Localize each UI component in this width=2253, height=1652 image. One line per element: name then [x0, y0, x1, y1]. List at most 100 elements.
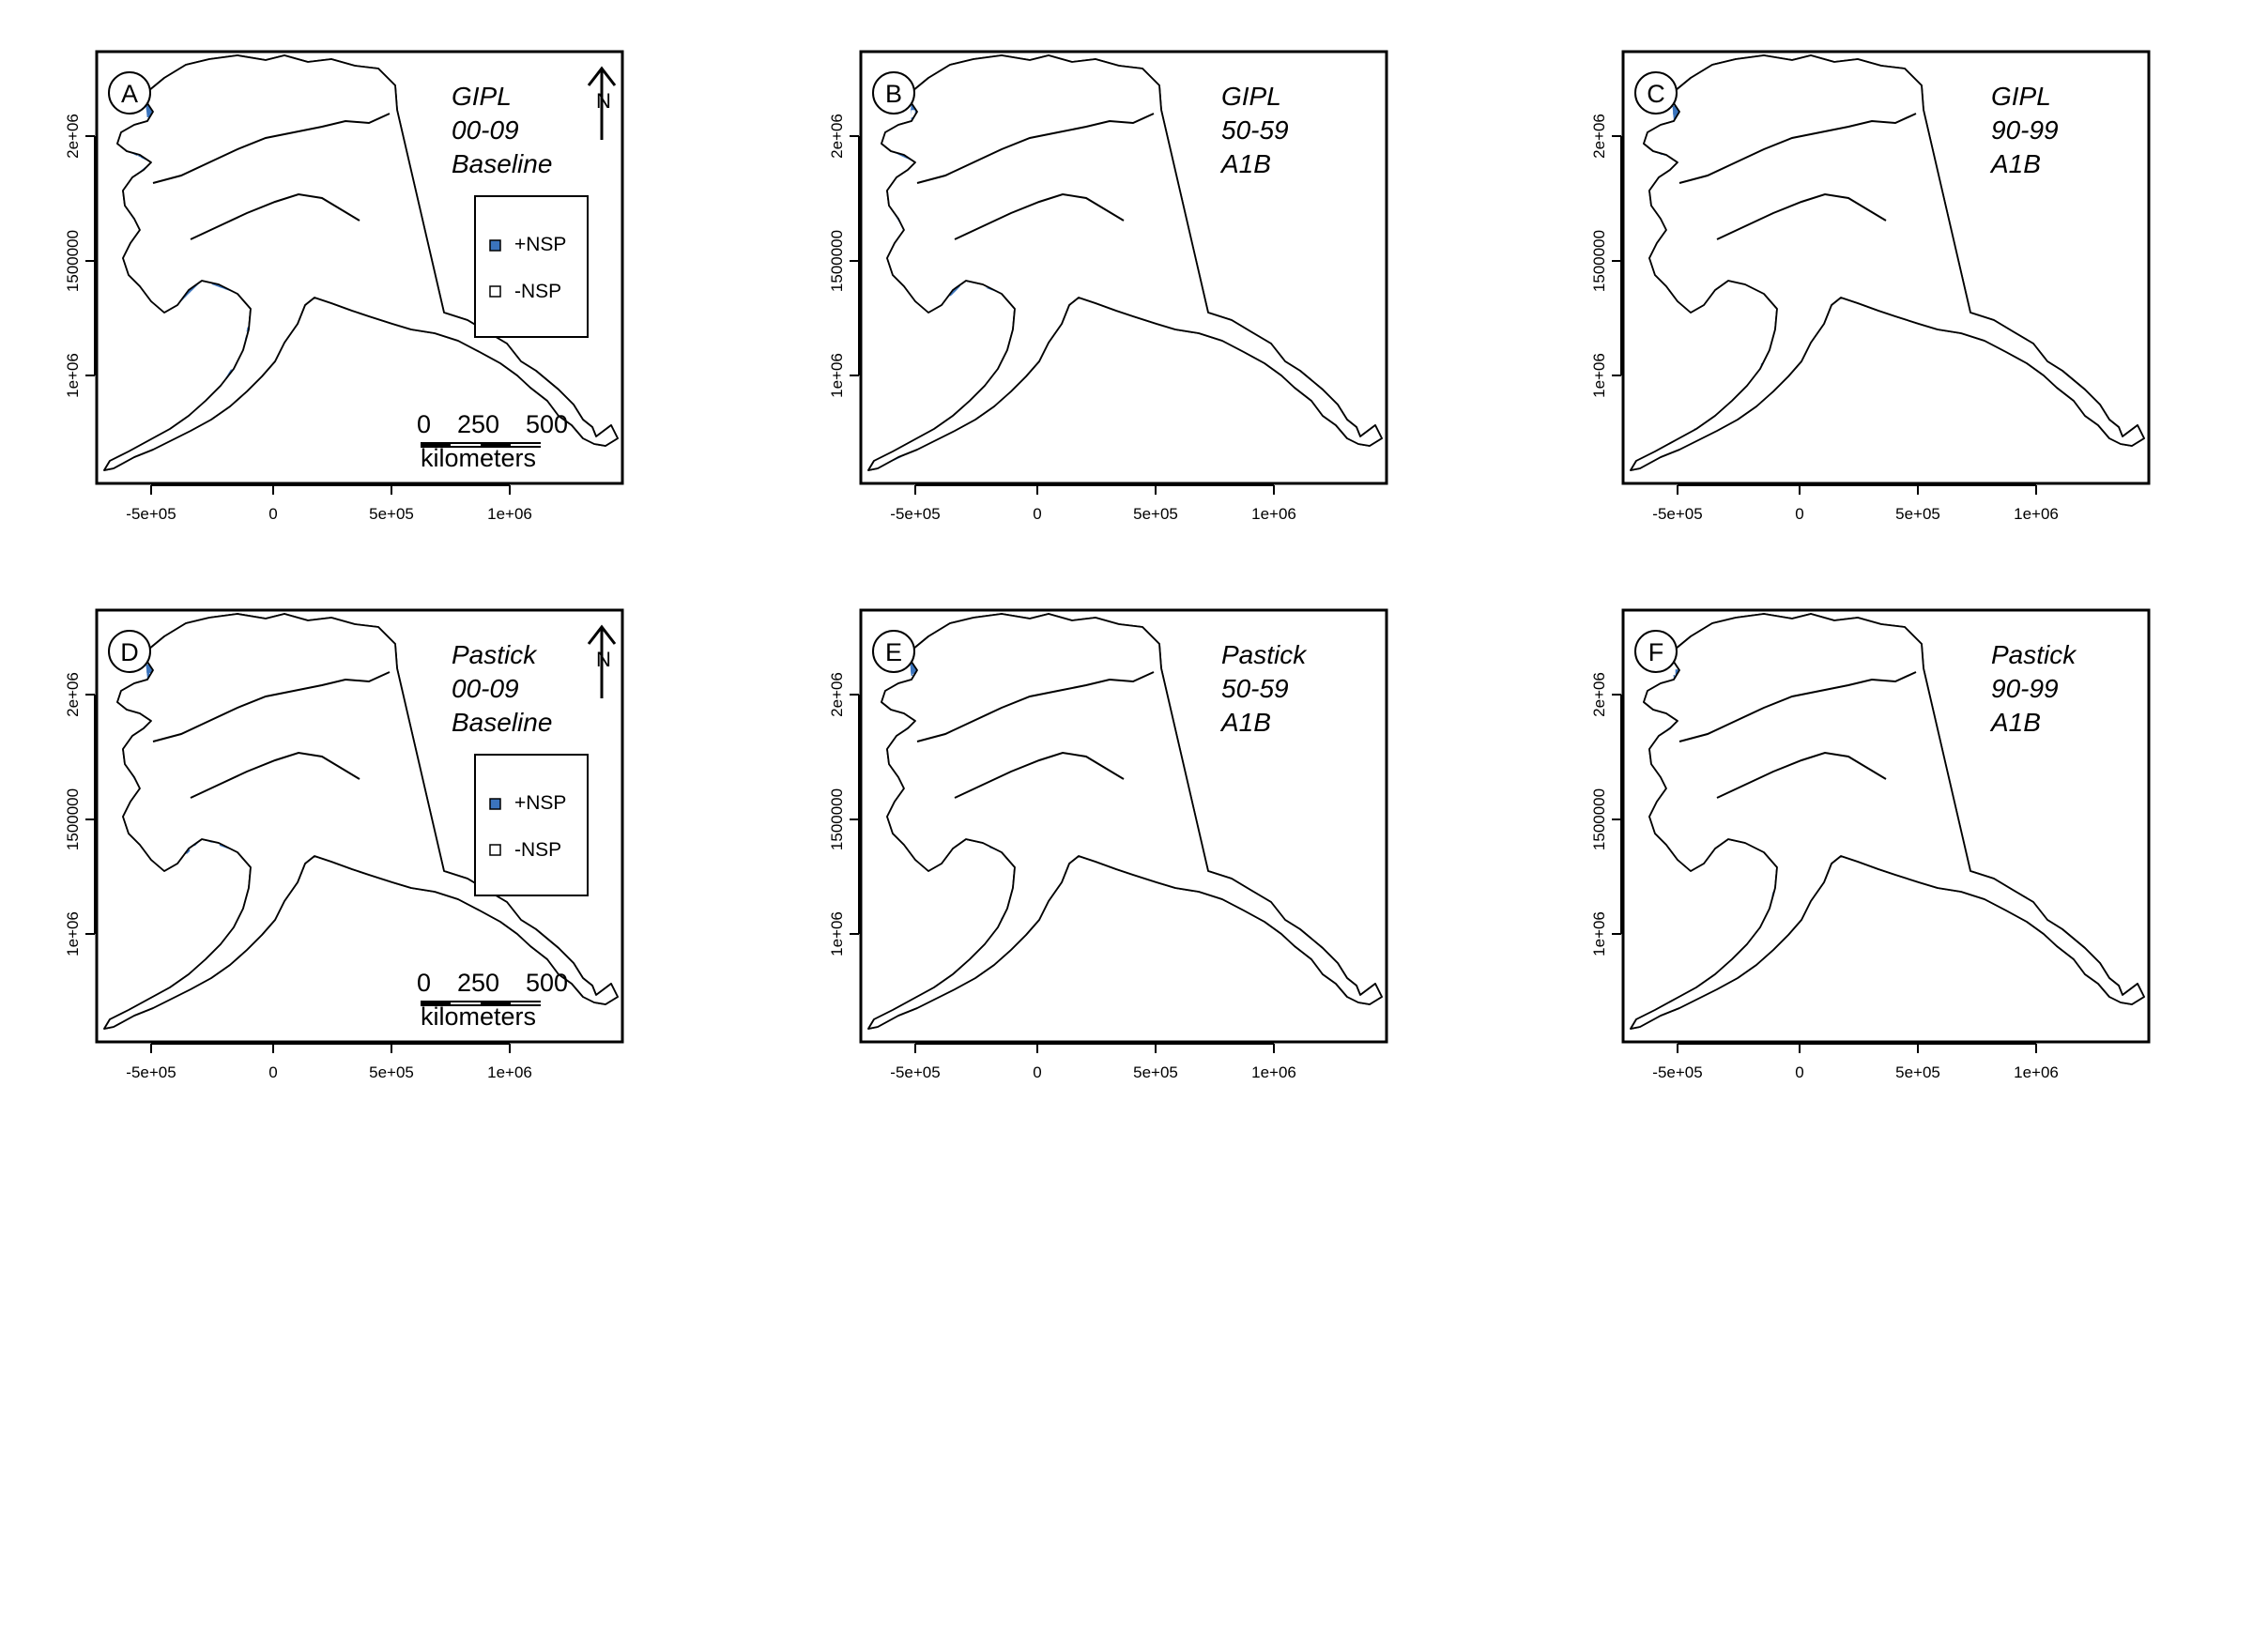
x-tick-label: -5e+05 — [126, 505, 176, 523]
legend-label-negative: -NSP — [514, 281, 561, 302]
panel-letter: C — [1647, 80, 1665, 108]
panel-letter: D — [120, 638, 139, 666]
scale-bar-tick-label: 0 — [417, 410, 431, 438]
panel-title-line-2: 50-59 — [1221, 115, 1289, 145]
legend: +NSP -NSP — [474, 754, 589, 896]
map-panel-d: D Pastick 00-09 Baseline -5e+05 0 5e+05 1e+06 1e… — [64, 608, 624, 1081]
x-tick-label: 5e+05 — [1895, 1063, 1940, 1081]
panel-title-line-3: A1B — [1219, 708, 1271, 737]
x-tick-label: 1e+06 — [1251, 1063, 1296, 1081]
panel-title-line-1: Pastick — [1991, 640, 2077, 669]
panel-letter-circle — [1634, 630, 1678, 673]
panel-letter-circle — [1634, 71, 1678, 115]
panel-title-line-1: GIPL — [1221, 82, 1281, 111]
panel-letter: A — [121, 80, 138, 108]
legend-swatch-no-nsp — [489, 285, 501, 298]
legend-label-positive: +NSP — [514, 234, 566, 255]
scale-bar: 0 250 500 kilometers — [417, 969, 568, 1031]
north-label: N — [596, 89, 611, 113]
x-tick-label: 5e+05 — [1895, 505, 1940, 523]
alaska-map — [867, 54, 1383, 471]
y-tick-label: 1e+06 — [64, 353, 82, 398]
y-tick-label: 2e+06 — [64, 114, 82, 159]
map-panel-b: B GIPL 50-59 A1B -5e+05 0 5e+05 1e+06 1e+06 15000… — [828, 50, 1388, 523]
x-tick-label: 5e+05 — [369, 1063, 414, 1081]
panel-title-line-2: 00-09 — [452, 115, 519, 145]
y-tick-label: 1e+06 — [1590, 911, 1608, 956]
scale-bar-unit: kilometers — [421, 444, 536, 472]
x-tick-label: 5e+05 — [369, 505, 414, 523]
north-arrow-icon: N — [587, 66, 617, 140]
x-tick-label: 5e+05 — [1133, 1063, 1178, 1081]
x-tick-label: -5e+05 — [126, 1063, 176, 1081]
panel-title-line-3: Baseline — [452, 708, 552, 737]
x-tick-label: 5e+05 — [1133, 505, 1178, 523]
y-tick-label: 1500000 — [64, 788, 82, 850]
legend-swatch-nsp — [489, 239, 501, 252]
x-tick-label: 1e+06 — [2014, 505, 2059, 523]
panel-title-line-3: A1B — [1989, 708, 2041, 737]
legend-swatch-nsp — [489, 798, 501, 810]
x-tick-label: 1e+06 — [487, 1063, 532, 1081]
panel-letter-circle — [872, 71, 915, 115]
x-tick-label: 0 — [1795, 1063, 1803, 1081]
panel-letter: B — [885, 80, 902, 108]
x-tick-label: 1e+06 — [487, 505, 532, 523]
y-tick-label: 1500000 — [828, 788, 846, 850]
panel-title-line-2: 90-99 — [1991, 674, 2059, 703]
y-tick-label: 1e+06 — [828, 911, 846, 956]
scale-bar-unit: kilometers — [421, 1002, 536, 1031]
x-tick-label: -5e+05 — [1652, 505, 1702, 523]
panel-letter: F — [1648, 638, 1664, 666]
y-tick-label: 1500000 — [1590, 230, 1608, 292]
legend-swatch-no-nsp — [489, 844, 501, 856]
x-tick-label: 0 — [1033, 1063, 1041, 1081]
panel-letter-circle — [108, 630, 151, 673]
legend-label-positive: +NSP — [514, 792, 566, 814]
panel-title-line-3: A1B — [1219, 149, 1271, 178]
x-tick-label: 0 — [268, 505, 277, 523]
scale-bar: 0 250 500 kilometers — [417, 410, 568, 472]
legend-box — [474, 195, 589, 338]
panel-title-line-2: 00-09 — [452, 674, 519, 703]
y-tick-label: 1e+06 — [1590, 353, 1608, 398]
north-label: N — [596, 648, 611, 671]
panel-title-line-1: GIPL — [452, 82, 512, 111]
y-tick-label: 2e+06 — [1590, 672, 1608, 717]
scale-bar-tick-label: 500 — [526, 410, 568, 438]
y-tick-label: 2e+06 — [64, 672, 82, 717]
panel-title-line-3: Baseline — [452, 149, 552, 178]
legend-label-negative: -NSP — [514, 839, 561, 861]
x-tick-label: -5e+05 — [890, 1063, 940, 1081]
y-tick-label: 1e+06 — [828, 353, 846, 398]
x-tick-label: 1e+06 — [2014, 1063, 2059, 1081]
y-tick-label: 1500000 — [828, 230, 846, 292]
map-panel-c: C GIPL 90-99 A1B -5e+05 0 5e+05 1e+06 1e+06 15000… — [1590, 50, 2151, 523]
y-tick-label: 1500000 — [64, 230, 82, 292]
y-tick-label: 1e+06 — [64, 911, 82, 956]
panel-title-line-1: Pastick — [1221, 640, 1308, 669]
panel-letter: E — [885, 638, 902, 666]
y-tick-label: 2e+06 — [828, 114, 846, 159]
map-panel-a: A GIPL 00-09 Baseline -5e+05 0 5e+05 1e+06 1e+06… — [64, 50, 624, 523]
legend-box — [474, 754, 589, 896]
y-tick-label: 2e+06 — [1590, 114, 1608, 159]
y-tick-label: 1500000 — [1590, 788, 1608, 850]
panel-title-line-1: GIPL — [1991, 82, 2051, 111]
scale-bar-tick-label: 250 — [457, 410, 499, 438]
x-tick-label: -5e+05 — [890, 505, 940, 523]
x-tick-label: 1e+06 — [1251, 505, 1296, 523]
scale-bar-tick-label: 250 — [457, 969, 499, 997]
panel-letter-circle — [108, 71, 151, 115]
legend: +NSP -NSP — [474, 195, 589, 338]
x-tick-label: 0 — [1033, 505, 1041, 523]
x-tick-label: -5e+05 — [1652, 1063, 1702, 1081]
scale-bar-tick-label: 500 — [526, 969, 568, 997]
y-tick-label: 2e+06 — [828, 672, 846, 717]
panel-title-line-1: Pastick — [452, 640, 538, 669]
panel-title-line-2: 90-99 — [1991, 115, 2059, 145]
map-panel-f: F Pastick 90-99 A1B -5e+05 0 5e+05 1e+06 1e+06 15… — [1590, 608, 2151, 1081]
x-tick-label: 0 — [1795, 505, 1803, 523]
panel-title-line-2: 50-59 — [1221, 674, 1289, 703]
